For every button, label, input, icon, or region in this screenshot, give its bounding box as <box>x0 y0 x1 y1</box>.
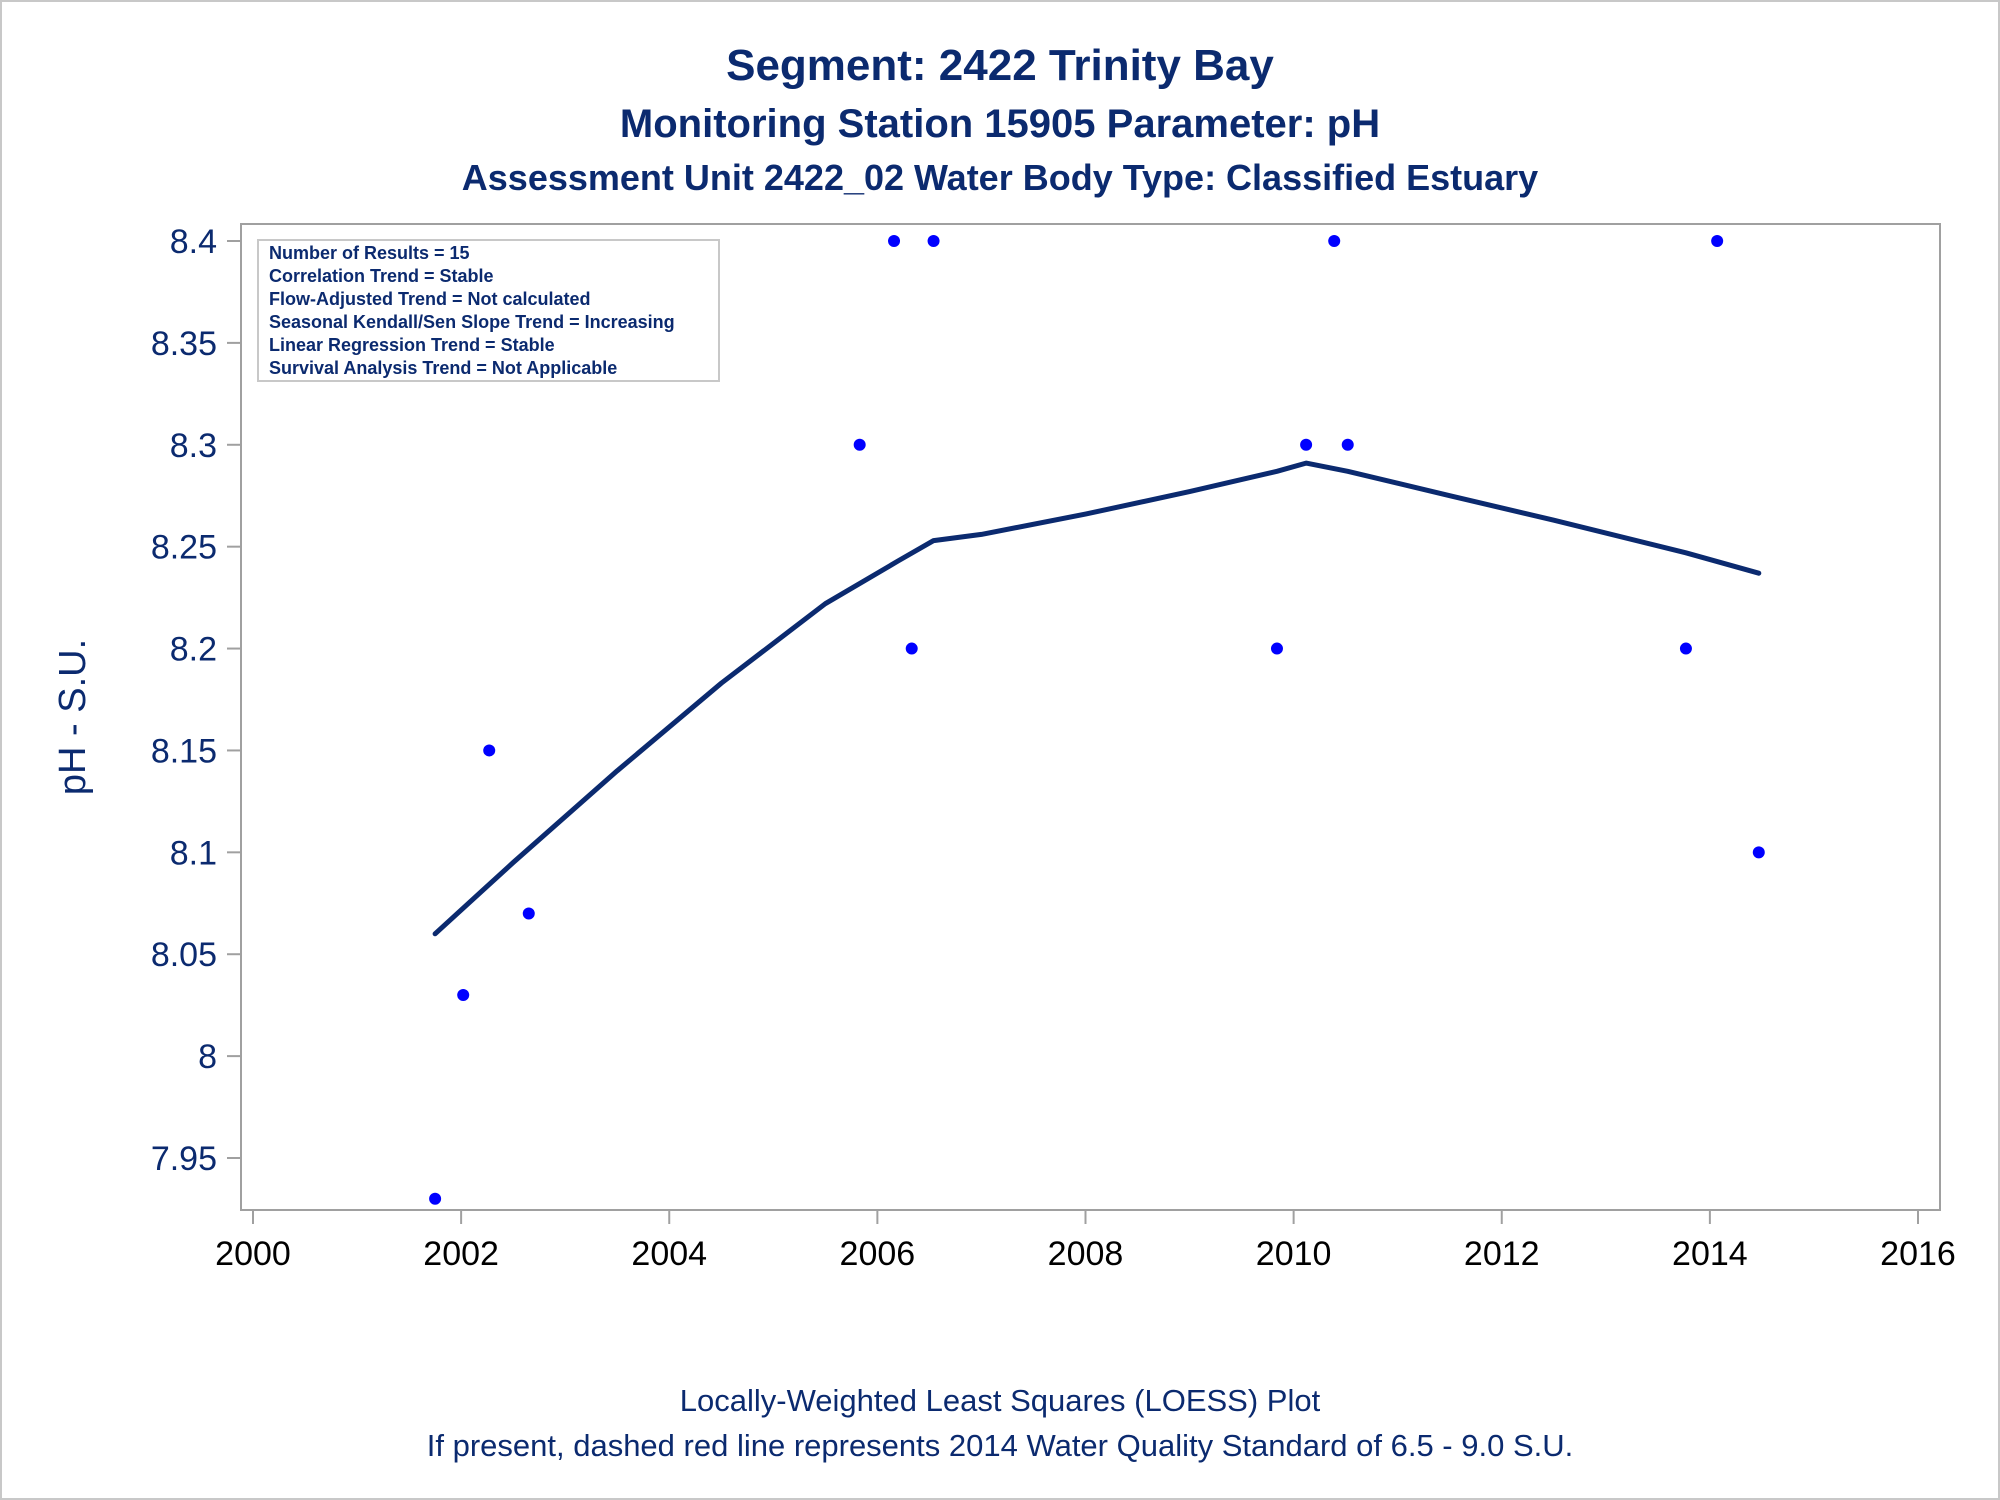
data-point <box>1328 235 1341 247</box>
footnote-loess: Locally-Weighted Least Squares (LOESS) P… <box>680 1383 1321 1418</box>
y-axis: 7.95 8 8.05 8.1 8.15 8.2 8.25 8.3 8.35 8.4 <box>151 223 241 1178</box>
data-point <box>1679 642 1692 655</box>
data-point <box>905 642 918 655</box>
y-tick-label: 8.1 <box>170 834 217 872</box>
data-point <box>522 907 535 920</box>
data-point <box>1270 642 1283 655</box>
data-point <box>483 744 496 757</box>
y-tick-label: 8.25 <box>151 529 217 567</box>
chart-subtitle-2: Assessment Unit 2422_02 Water Body Type:… <box>462 157 1538 198</box>
x-tick-label: 2004 <box>631 1235 707 1273</box>
x-tick-label: 2014 <box>1672 1235 1748 1273</box>
x-tick-label: 2002 <box>423 1235 499 1273</box>
plot-border <box>240 223 1941 1211</box>
series-layer <box>429 235 1765 1205</box>
data-point <box>457 988 470 1001</box>
stat-seasonal-kendall-trend: Seasonal Kendall/Sen Slope Trend = Incre… <box>269 312 675 332</box>
stat-correlation-trend: Correlation Trend = Stable <box>269 266 494 286</box>
data-point <box>1711 235 1724 247</box>
data-point <box>1752 846 1765 859</box>
x-tick-label: 2008 <box>1048 1235 1124 1273</box>
x-tick-label: 2012 <box>1464 1235 1540 1273</box>
plot-area <box>240 223 1941 1211</box>
loess-line <box>432 460 1762 937</box>
x-tick-label: 2000 <box>215 1235 291 1273</box>
stat-number-of-results: Number of Results = 15 <box>269 243 470 263</box>
x-tick-label: 2010 <box>1256 1235 1332 1273</box>
x-axis: 2000 2002 2004 2006 2008 2010 2012 2014 2016 <box>215 1210 1956 1273</box>
chart-subtitle: Monitoring Station 15905 Parameter: pH <box>620 102 1380 146</box>
stat-linear-regression-trend: Linear Regression Trend = Stable <box>269 335 555 355</box>
data-point <box>853 438 866 451</box>
y-tick-label: 7.95 <box>151 1140 217 1178</box>
chart-title: Segment: 2422 Trinity Bay <box>726 41 1274 90</box>
y-tick-label: 8.05 <box>151 936 217 974</box>
y-tick-label: 8.4 <box>170 223 217 261</box>
y-axis-label: pH - S.U. <box>52 639 94 795</box>
stat-survival-analysis-trend: Survival Analysis Trend = Not Applicable <box>269 358 617 378</box>
y-tick-label: 8 <box>198 1038 217 1076</box>
data-point <box>1341 438 1354 451</box>
data-point <box>927 235 940 247</box>
stats-box-border <box>257 239 720 382</box>
stats-box: Number of Results = 15 Correlation Trend… <box>257 239 720 382</box>
y-tick-label: 8.15 <box>151 732 217 770</box>
data-point <box>429 1192 442 1205</box>
x-tick-label: 2016 <box>1880 1235 1956 1273</box>
data-point <box>1300 438 1313 451</box>
stat-flow-adjusted-trend: Flow-Adjusted Trend = Not calculated <box>269 289 591 309</box>
data-point <box>888 235 901 247</box>
y-tick-label: 8.2 <box>170 631 217 669</box>
footnote-standard: If present, dashed red line represents 2… <box>427 1428 1574 1463</box>
y-tick-label: 8.35 <box>151 325 217 363</box>
x-tick-label: 2006 <box>840 1235 916 1273</box>
y-tick-label: 8.3 <box>170 427 217 465</box>
